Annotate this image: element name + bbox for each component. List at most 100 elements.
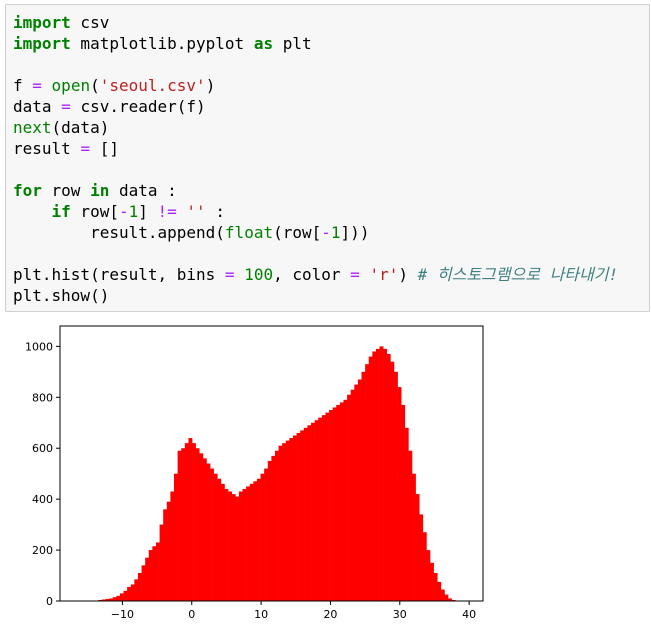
code-block[interactable]: import csv import matplotlib.pyplot as pl…	[13, 12, 618, 306]
histogram-bar	[339, 402, 344, 601]
code-line: result.append(float(row[-1]))	[13, 222, 618, 243]
code-line: result = []	[13, 138, 618, 159]
code-token: plt.show()	[13, 286, 110, 305]
code-token: csv	[70, 13, 110, 32]
code-token	[235, 265, 245, 284]
histogram-bar	[137, 572, 142, 601]
histogram-bar	[271, 455, 276, 601]
code-line: if row[-1] != '' :	[13, 201, 618, 222]
code-token: in	[90, 181, 110, 200]
code-line: plt.hist(result, bins = 100, color = 'r'…	[13, 264, 618, 285]
code-token: matplotlib.pyplot	[70, 34, 254, 53]
x-tick-label: 40	[462, 608, 476, 621]
code-token: !=	[157, 202, 177, 221]
histogram-bar	[195, 448, 200, 601]
histogram-bar	[325, 412, 330, 601]
histogram-bar	[213, 473, 218, 601]
histogram-bar	[282, 443, 287, 601]
histogram-bar	[383, 348, 388, 601]
y-tick-label: 200	[32, 544, 53, 557]
histogram-bar	[188, 438, 193, 601]
histogram-bar	[210, 468, 214, 601]
code-line: f = open('seoul.csv')	[13, 75, 618, 96]
code-token: , color	[273, 265, 351, 284]
histogram-bar	[199, 453, 204, 601]
histogram-bar	[235, 496, 240, 601]
histogram-bar	[296, 432, 301, 601]
code-line: next(data)	[13, 117, 618, 138]
histogram-bar	[228, 491, 232, 601]
histogram-bar	[365, 364, 370, 601]
histogram-bar	[393, 371, 398, 601]
histogram-bar	[411, 473, 416, 601]
x-axis: −10 0 10 20 30 40	[111, 601, 476, 621]
histogram-bar	[206, 463, 211, 601]
cell-output: −10 0 10 20 30 40 0 200 400 600 800 1000	[0, 318, 651, 640]
histogram-bar	[311, 422, 315, 601]
histogram-bar	[307, 425, 312, 601]
code-token: open	[51, 76, 91, 95]
histogram-bar	[368, 356, 373, 601]
histogram-bar	[318, 417, 323, 601]
histogram-bar	[145, 557, 150, 601]
histogram-bar	[440, 589, 445, 601]
code-line	[13, 243, 618, 264]
code-token: row	[41, 181, 91, 200]
histogram-bar	[249, 483, 254, 601]
histogram-bar	[329, 410, 333, 601]
code-line	[13, 159, 618, 180]
code-token: ''	[186, 202, 206, 221]
histogram-chart: −10 0 10 20 30 40 0 200 400 600 800 1000	[25, 325, 484, 621]
histogram-bar	[260, 473, 265, 601]
histogram-bar	[267, 460, 272, 601]
histogram-bar	[163, 509, 168, 601]
histogram-bar	[430, 562, 434, 601]
histogram-bar	[98, 599, 103, 601]
histogram-bar	[112, 597, 117, 601]
code-token: =	[80, 139, 91, 158]
histogram-bar	[357, 379, 362, 601]
histogram-bar	[422, 532, 427, 601]
histogram-bar	[123, 590, 128, 601]
code-line: import matplotlib.pyplot as plt	[13, 33, 618, 54]
code-cell-input[interactable]: import csv import matplotlib.pyplot as pl…	[5, 4, 650, 312]
code-token: (row[	[273, 223, 322, 242]
histogram-bar	[174, 473, 178, 601]
code-token: import	[13, 13, 71, 32]
histogram-bar	[159, 524, 164, 601]
histogram-bar	[105, 598, 110, 601]
x-tick-label: −10	[111, 608, 134, 621]
y-tick-label: 800	[32, 391, 53, 404]
code-token: csv.reader(f)	[70, 97, 206, 116]
histogram-bar	[426, 550, 431, 601]
code-token: plt.hist(result, bins	[13, 265, 225, 284]
histogram-bar	[202, 458, 207, 601]
histogram-bar	[148, 550, 153, 601]
code-token: import	[13, 34, 71, 53]
code-token: 'seoul.csv'	[99, 76, 206, 95]
code-token: if	[51, 202, 71, 221]
histogram-bar	[177, 450, 182, 601]
code-token: plt	[273, 34, 312, 53]
code-token: )	[398, 265, 418, 284]
histogram-bar	[419, 514, 424, 601]
x-tick-label: 30	[393, 608, 407, 621]
histogram-bar	[231, 494, 236, 601]
code-token	[13, 202, 52, 221]
histogram-bar	[361, 371, 366, 601]
code-token: =	[32, 76, 42, 95]
code-token: float	[224, 223, 274, 242]
histogram-bar	[192, 443, 196, 601]
histogram-bar	[181, 448, 186, 601]
histogram-bar	[141, 565, 146, 601]
code-token: -	[321, 223, 331, 242]
histogram-bar	[246, 486, 251, 601]
histogram-bar	[404, 427, 409, 601]
code-token: 1	[128, 202, 139, 221]
code-token: )	[205, 76, 216, 95]
histogram-bar	[134, 579, 139, 601]
code-token: ]	[138, 202, 158, 221]
code-token: ]))	[340, 223, 370, 242]
histogram-bar	[444, 594, 449, 601]
histogram-bar	[300, 430, 305, 601]
